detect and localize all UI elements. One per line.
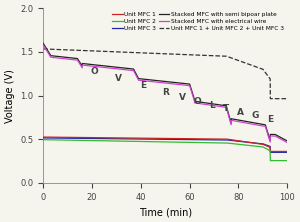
Y-axis label: Voltage (V): Voltage (V) <box>5 69 15 123</box>
Text: A: A <box>237 108 244 117</box>
Text: V: V <box>116 74 122 83</box>
Text: E: E <box>140 81 146 90</box>
Text: R: R <box>162 88 169 97</box>
Text: E: E <box>267 115 273 124</box>
Text: T: T <box>223 104 230 113</box>
Legend: Unit MFC 1, Unit MFC 2, Unit MFC 3, Stacked MFC with semi bipoar plate, Stacked : Unit MFC 1, Unit MFC 2, Unit MFC 3, Stac… <box>112 11 284 31</box>
Text: G: G <box>252 111 259 120</box>
Text: O: O <box>91 67 98 76</box>
X-axis label: Time (min): Time (min) <box>139 207 192 217</box>
Text: V: V <box>179 93 186 102</box>
Text: O: O <box>193 97 201 106</box>
Text: L: L <box>209 101 214 110</box>
